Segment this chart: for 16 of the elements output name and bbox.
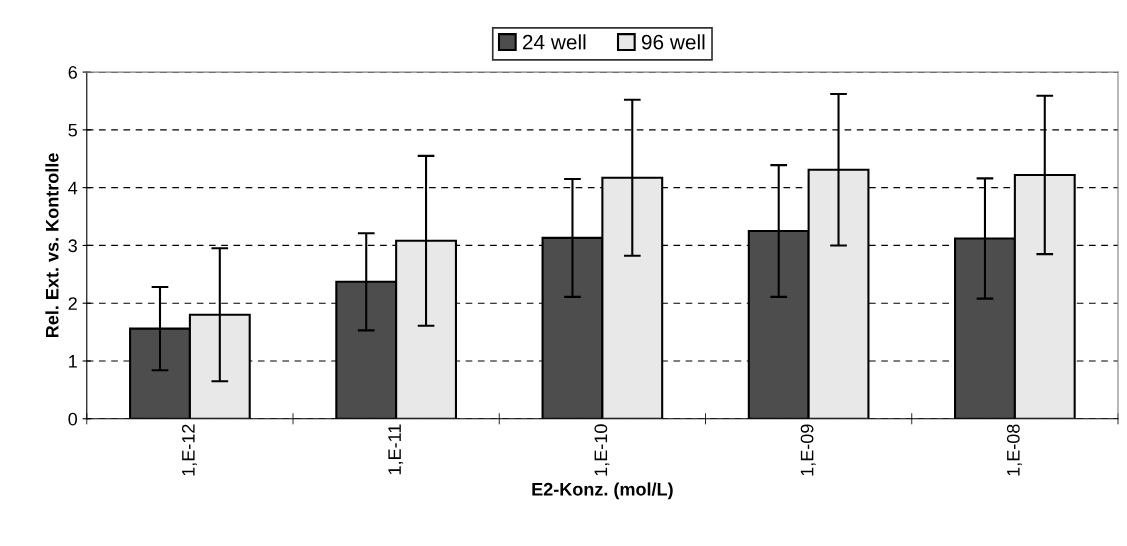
x-tick-label: 1,E-08 xyxy=(1006,424,1022,476)
y-axis-title: Rel. Ext. vs. Kontrolle xyxy=(45,153,59,338)
x-tick-label: 1,E-11 xyxy=(388,424,404,475)
y-tick-label: 0 xyxy=(68,412,78,426)
y-tick-label: 1 xyxy=(69,355,77,368)
legend-label: 96 well xyxy=(641,34,705,50)
x-axis-title: E2-Konz. (mol/L) xyxy=(532,482,673,500)
x-tick-label: 1,E-12 xyxy=(181,424,197,476)
y-tick-label: 6 xyxy=(68,66,77,79)
y-tick-label: 5 xyxy=(68,123,77,137)
legend-label: 24 well xyxy=(522,34,586,50)
y-tick-label: 4 xyxy=(68,181,78,195)
y-tick-label: 3 xyxy=(68,239,77,253)
x-tick-label: 1,E-09 xyxy=(800,424,816,476)
x-tick-label: 1,E-10 xyxy=(594,424,610,476)
y-tick-label: 2 xyxy=(68,297,77,310)
